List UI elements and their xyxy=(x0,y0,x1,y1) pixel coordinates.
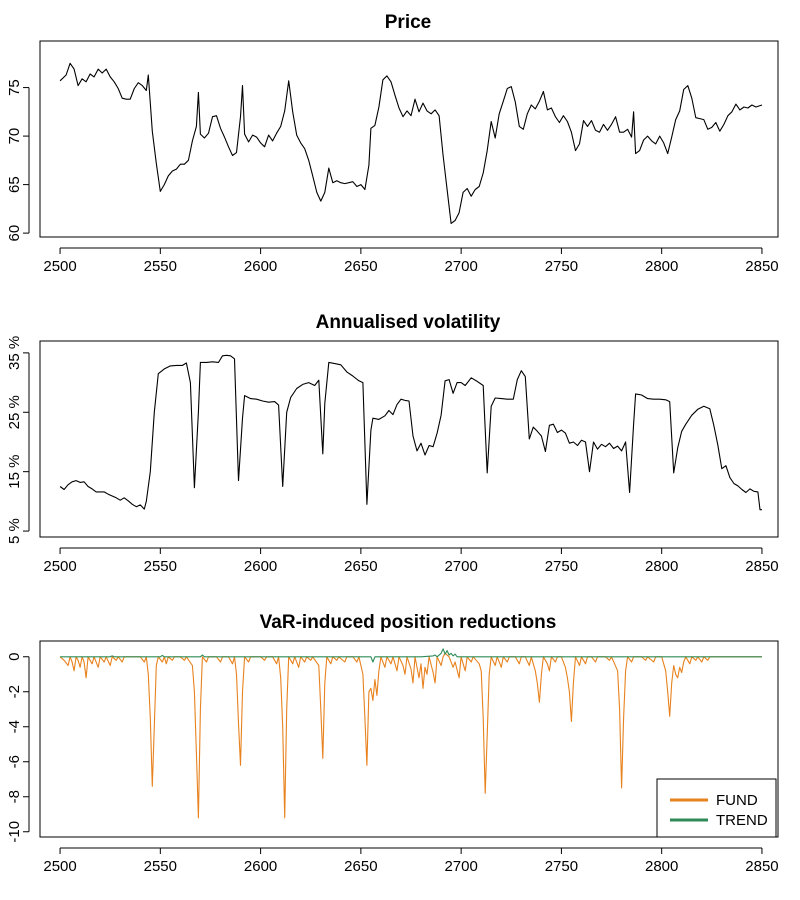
var-x-axis: 2500 2550 2600 2650 2700 2750 2800 2850 xyxy=(43,847,779,875)
var-x-tick-label: 2800 xyxy=(645,858,678,875)
volatility-x-tick-label: 2700 xyxy=(444,558,477,575)
price-series xyxy=(59,62,763,224)
volatility-title: Annualised volatility xyxy=(316,312,501,333)
price-y-tick-label: 70 xyxy=(6,128,23,145)
var-x-tick-label: 2850 xyxy=(745,858,778,875)
var-x-tick-label: 2700 xyxy=(444,858,477,875)
volatility-x-tick-label: 2750 xyxy=(545,558,578,575)
price-x-tick-label: 2850 xyxy=(745,258,778,275)
price-x-tick-label: 2500 xyxy=(43,258,76,275)
volatility-x-tick-label: 2550 xyxy=(144,558,177,575)
var-panel: VaR-induced position reductions 2500 2550… xyxy=(6,612,779,875)
volatility-x-axis: 2500 2550 2600 2650 2700 2750 2800 2850 xyxy=(43,547,779,575)
var-x-tick-label: 2500 xyxy=(43,858,76,875)
price-panel: Price 2500 2550 2600 2650 2700 2750 2800 2850 6… xyxy=(6,12,779,275)
volatility-x-tick-label: 2650 xyxy=(344,558,377,575)
volatility-y-tick-label: 5 % xyxy=(6,518,23,544)
legend-label-fund: FUND xyxy=(716,792,758,809)
var-y-tick-label: -10 xyxy=(6,821,23,843)
price-plot-frame xyxy=(39,40,779,238)
var-series xyxy=(59,648,762,819)
price-y-axis: 60 65 70 75 xyxy=(6,79,30,242)
volatility-x-tick-label: 2500 xyxy=(43,558,76,575)
price-y-tick-label: 75 xyxy=(6,79,23,96)
volatility-y-tick-label: 25 % xyxy=(6,395,23,429)
legend-label-trend: TREND xyxy=(716,812,768,829)
var-x-tick-label: 2600 xyxy=(244,858,277,875)
volatility-y-tick-label: 15 % xyxy=(6,455,23,489)
legend: FUND TREND xyxy=(656,778,777,838)
price-y-tick-label: 60 xyxy=(6,225,23,242)
volatility-panel: Annualised volatility 2500 2550 2600 2650 27… xyxy=(6,312,779,575)
price-y-tick-label: 65 xyxy=(6,176,23,193)
price-title: Price xyxy=(385,12,431,33)
price-x-tick-label: 2650 xyxy=(344,258,377,275)
volatility-x-tick-label: 2850 xyxy=(745,558,778,575)
price-series-line xyxy=(59,62,763,224)
price-x-tick-label: 2800 xyxy=(645,258,678,275)
var-x-tick-label: 2750 xyxy=(545,858,578,875)
var-y-tick-label: -2 xyxy=(6,685,23,698)
price-x-tick-label: 2600 xyxy=(244,258,277,275)
price-x-axis: 2500 2550 2600 2650 2700 2750 2800 2850 xyxy=(43,247,779,275)
volatility-x-tick-label: 2600 xyxy=(244,558,277,575)
var-y-tick-label: -8 xyxy=(6,790,23,803)
var-y-tick-label: -4 xyxy=(6,720,23,733)
var-series-trend xyxy=(60,648,762,663)
volatility-series xyxy=(59,354,762,511)
var-y-tick-label: -6 xyxy=(6,755,23,768)
var-plot-frame xyxy=(39,640,779,838)
volatility-y-axis: 5 % 15 % 25 % 35 % xyxy=(6,336,30,544)
volatility-series-line xyxy=(59,354,762,511)
price-x-tick-label: 2750 xyxy=(545,258,578,275)
var-title: VaR-induced position reductions xyxy=(260,612,557,633)
volatility-x-tick-label: 2800 xyxy=(645,558,678,575)
var-x-tick-label: 2650 xyxy=(344,858,377,875)
var-y-tick-label: 0 xyxy=(6,653,23,661)
volatility-plot-frame xyxy=(39,340,779,538)
price-x-tick-label: 2550 xyxy=(144,258,177,275)
var-y-axis: -10 -8 -6 -4 -2 0 xyxy=(6,653,30,843)
volatility-y-tick-label: 35 % xyxy=(6,336,23,370)
price-x-tick-label: 2700 xyxy=(444,258,477,275)
var-x-tick-label: 2550 xyxy=(144,858,177,875)
legend-box xyxy=(656,778,777,838)
